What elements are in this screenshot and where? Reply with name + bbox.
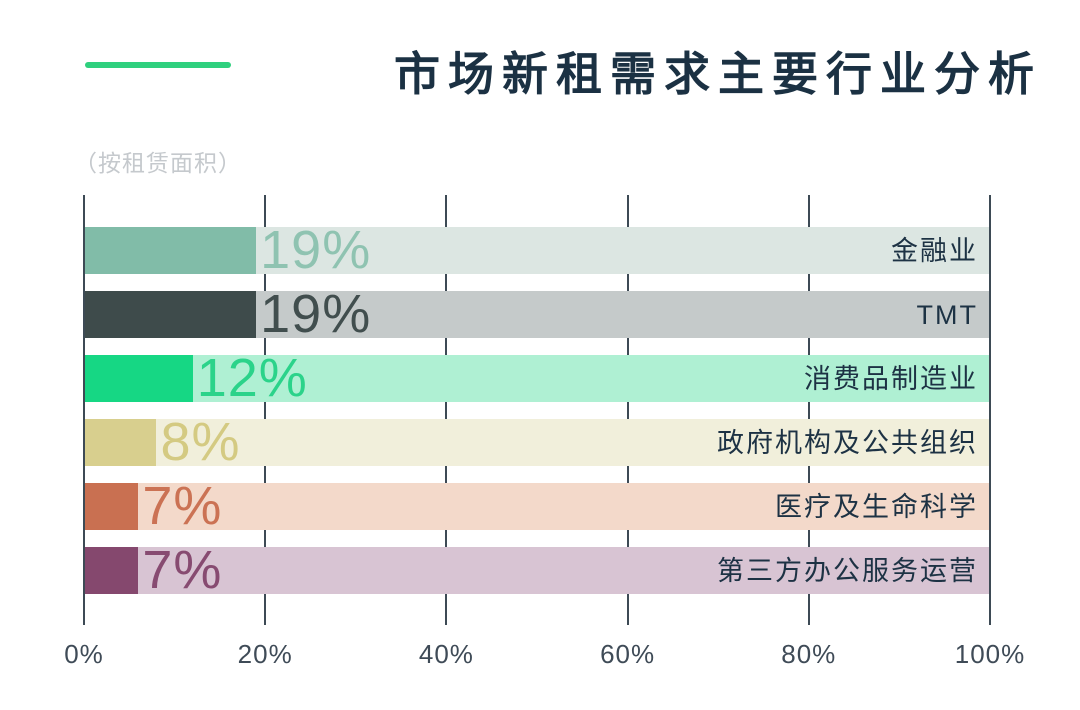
- bar-row: 12% 消费品制造业: [84, 347, 990, 408]
- x-tick-label: 60%: [600, 639, 656, 669]
- bar-track: [84, 482, 990, 530]
- gridline-20%: [264, 195, 267, 625]
- bar-row: 7% 第三方办公服务运营: [84, 539, 990, 600]
- chart-title: 市场新租需求主要行业分析: [394, 48, 1042, 100]
- bar-category-label: 消费品制造业: [804, 363, 978, 394]
- bar-fill: [84, 482, 139, 530]
- bar-track: [84, 418, 990, 466]
- bar-track: [84, 354, 990, 402]
- plot-area: 19% 金融业 19% TMT 12% 消费品制造业 8% 政府机构及公共组织 7% 医疗及生命科…: [64, 195, 1024, 669]
- bar-category-label: 政府机构及公共组织: [717, 427, 978, 458]
- gridline-80%: [807, 195, 810, 625]
- x-tick-label: 20%: [237, 639, 293, 669]
- bar-fill: [84, 546, 139, 594]
- bar-fill: [84, 354, 193, 402]
- x-tick-label: 40%: [418, 639, 474, 669]
- y-axis-line: [83, 195, 85, 625]
- bar-fill: [84, 418, 157, 466]
- bar-row: 19% 金融业: [84, 220, 990, 280]
- x-tick-label: 100%: [954, 639, 1026, 669]
- gridline-60%: [626, 195, 629, 625]
- gridline-100%: [989, 195, 991, 625]
- bar-value-label: 19%: [260, 283, 372, 344]
- bar-value-label: 8%: [160, 411, 241, 472]
- bar-category-label: 第三方办公服务运营: [717, 555, 978, 586]
- bar-value-label: 7%: [142, 539, 223, 600]
- x-tick-label: 80%: [781, 639, 837, 669]
- title-accent-line: [85, 62, 231, 68]
- bar-fill: [84, 227, 257, 274]
- chart-subtitle: （按租赁面积）: [74, 150, 242, 176]
- bar-category-label: 金融业: [891, 236, 978, 266]
- bar-row: 8% 政府机构及公共组织: [84, 411, 990, 472]
- bar-fill: [84, 290, 257, 338]
- bar-row: 19% TMT: [84, 283, 990, 344]
- bar-category-label: 医疗及生命科学: [775, 491, 978, 522]
- bar-value-label: 12%: [196, 347, 308, 408]
- x-tick-label: 0%: [64, 639, 104, 669]
- bar-track: [84, 546, 990, 594]
- bar-value-label: 7%: [142, 475, 223, 536]
- bar-row: 7% 医疗及生命科学: [84, 475, 990, 536]
- bar-value-label: 19%: [260, 220, 372, 280]
- gridline-40%: [445, 195, 448, 625]
- bar-category-label: TMT: [916, 299, 978, 330]
